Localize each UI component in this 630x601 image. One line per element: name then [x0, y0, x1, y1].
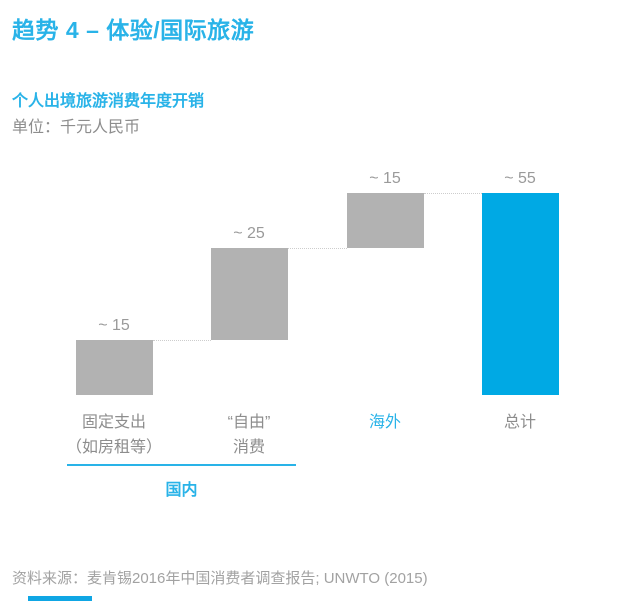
- bar-value-label: ~ 25: [233, 225, 265, 243]
- category-label: 总计: [445, 410, 595, 435]
- bar-value-label: ~ 55: [504, 170, 536, 187]
- category-label-line: “自由”: [227, 414, 271, 431]
- category-label: 固定支出 （如房租等）: [39, 410, 189, 460]
- connector-line: [287, 248, 347, 250]
- chart-title: 个人出境旅游消费年度开销: [12, 93, 205, 110]
- connector-line: [423, 193, 482, 194]
- group-underline: [67, 464, 296, 466]
- waterfall-bar: [346, 193, 424, 249]
- category-label: “自由” 消费: [174, 410, 324, 460]
- next-page-blue-strip: [28, 596, 92, 601]
- category-label-line: 总计: [503, 414, 536, 431]
- waterfall-bar: [210, 248, 288, 340]
- category-label-line: （如房租等）: [65, 439, 162, 456]
- category-label-line: 消费: [232, 439, 265, 456]
- unit-label: 单位：千元人民币: [12, 119, 141, 136]
- page-title: 趋势 4 – 体验/国际旅游: [12, 17, 255, 43]
- source-note: 资料来源：麦肯锡2016年中国消费者调查报告; UNWTO (2015): [12, 570, 428, 587]
- category-label: 海外: [310, 410, 460, 435]
- category-label-line: 固定支出: [81, 414, 146, 431]
- bar-value-label: ~ 15: [369, 170, 401, 187]
- bar-value-label: ~ 15: [98, 316, 130, 334]
- category-label-line: 海外: [368, 414, 401, 431]
- group-label: 国内: [165, 482, 198, 499]
- waterfall-bar: [481, 193, 559, 395]
- connector-line: [152, 339, 211, 341]
- waterfall-bar: [75, 339, 153, 395]
